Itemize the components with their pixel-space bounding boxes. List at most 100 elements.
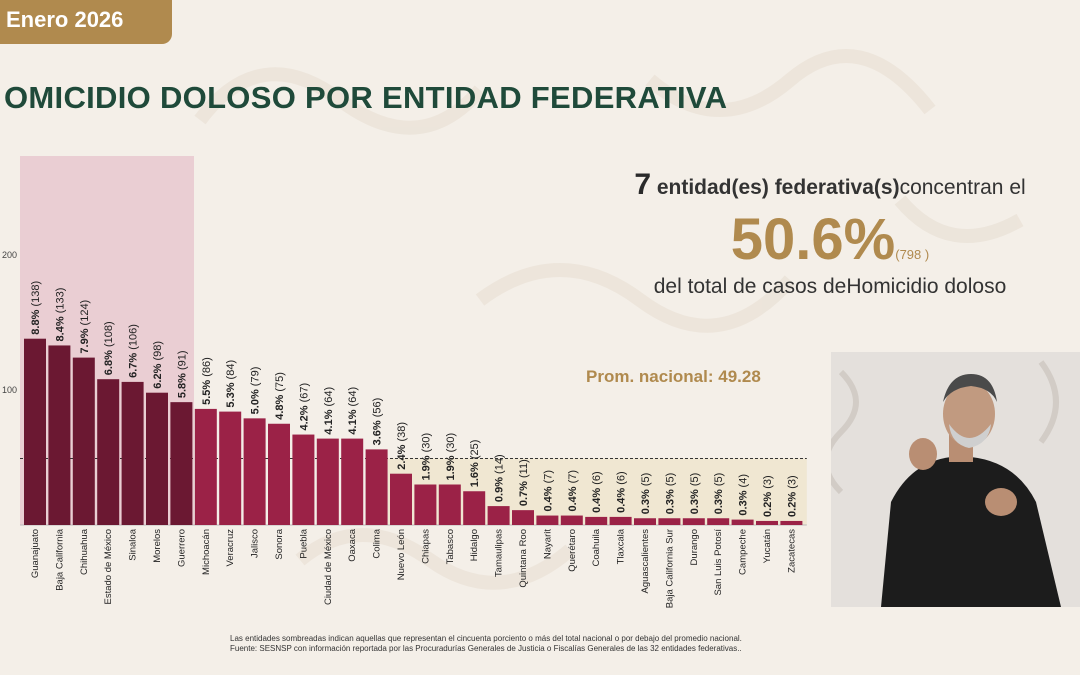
bar: [609, 516, 632, 525]
summary-line-3: del total de casos deHomicidio doloso: [653, 275, 1007, 298]
data-label-count: (67): [298, 383, 310, 403]
data-label: 0.3% (5): [713, 473, 725, 515]
data-label-count: (7): [542, 470, 554, 483]
data-label: 0.4% (6): [616, 471, 628, 513]
summary-cases: (798 ): [895, 247, 930, 262]
data-label-count: (138): [30, 281, 42, 307]
data-label-count: (106): [128, 324, 140, 350]
bar: [292, 434, 315, 525]
category-label: Coahuila: [591, 528, 602, 566]
data-label-count: (98): [152, 341, 164, 361]
bar: [146, 392, 168, 525]
data-label: 0.3% (4): [738, 474, 750, 516]
data-label-count: (30): [445, 433, 457, 453]
bar: [170, 402, 193, 525]
data-label: 1.9% (30): [445, 433, 457, 481]
data-label: 1.6% (25): [469, 440, 481, 488]
data-label-percent: 1.9%: [420, 452, 432, 480]
data-label-count: (4): [738, 474, 750, 487]
data-label: 0.3% (5): [689, 473, 701, 515]
data-label-percent: 5.3%: [225, 379, 237, 407]
sign-language-interpreter: [831, 352, 1080, 607]
bar: [121, 381, 144, 525]
category-label: Guanajuato: [30, 529, 41, 578]
footnote: Las entidades sombreadas indican aquella…: [0, 634, 1080, 654]
data-label-percent: 0.3%: [713, 486, 725, 514]
bar: [707, 518, 730, 525]
data-label: 5.5% (86): [201, 357, 213, 405]
data-label-count: (30): [420, 433, 432, 453]
bar: [414, 484, 437, 525]
bar: [365, 449, 388, 525]
category-label: Puebla: [298, 528, 309, 558]
data-label-percent: 5.0%: [250, 386, 262, 414]
data-label: 0.4% (7): [567, 470, 579, 512]
data-label-count: (108): [103, 321, 115, 347]
bar: [219, 411, 242, 525]
data-label-count: (56): [372, 398, 384, 418]
category-label: Nuevo León: [396, 529, 407, 580]
data-label-count: (14): [494, 454, 506, 474]
data-label-percent: 5.8%: [176, 370, 188, 398]
category-label: Estado de México: [103, 529, 114, 605]
data-label: 6.7% (106): [128, 324, 140, 378]
data-label: 1.9% (30): [420, 433, 432, 481]
category-label: Tabasco: [445, 529, 456, 564]
summary-entities-label: entidad(es) federativa(s): [656, 176, 900, 199]
data-label: 7.9% (124): [79, 300, 91, 354]
data-label-count: (86): [201, 357, 213, 377]
category-label: Baja California: [54, 528, 65, 590]
data-label-count: (5): [689, 473, 701, 486]
footnote-line-1: Las entidades sombreadas indican aquella…: [230, 634, 742, 643]
category-label: Colima: [372, 528, 383, 558]
category-label: Jalisco: [250, 529, 261, 558]
data-label-count: (5): [713, 473, 725, 486]
data-label: 0.4% (6): [591, 471, 603, 513]
data-label-count: (3): [762, 475, 774, 488]
category-label: Hidalgo: [469, 529, 480, 561]
data-label: 5.8% (91): [176, 350, 188, 398]
category-label: Nayarit: [542, 529, 553, 559]
data-label-percent: 0.2%: [786, 489, 798, 517]
category-label: Michoacán: [201, 529, 212, 575]
bar: [24, 338, 46, 525]
category-label: Tlaxcala: [616, 528, 627, 564]
data-label-count: (25): [469, 440, 481, 460]
data-label-count: (64): [347, 387, 359, 407]
data-label-percent: 0.4%: [567, 483, 579, 511]
data-label-count: (6): [591, 471, 603, 484]
category-label: Veracruz: [225, 529, 236, 567]
bar: [487, 506, 510, 525]
data-label-count: (7): [567, 470, 579, 483]
data-label-count: (5): [664, 473, 676, 486]
data-label-count: (79): [250, 367, 262, 387]
data-label-percent: 4.2%: [298, 402, 310, 430]
data-label: 3.6% (56): [372, 398, 384, 446]
data-label: 0.2% (3): [786, 475, 798, 517]
data-label: 0.3% (5): [640, 473, 652, 515]
bar: [72, 357, 95, 525]
data-label: 5.3% (84): [225, 360, 237, 408]
bar: [756, 520, 778, 525]
data-label: 0.4% (7): [542, 470, 554, 512]
data-label-count: (84): [225, 360, 237, 380]
data-label-percent: 6.2%: [152, 361, 164, 389]
footnote-line-2: Fuente: SESNSP con información reportada…: [230, 644, 742, 653]
data-label-percent: 4.1%: [323, 406, 335, 434]
data-label-percent: 0.4%: [616, 485, 628, 513]
bar: [194, 408, 217, 525]
data-label-percent: 6.8%: [103, 347, 115, 375]
data-label-count: (91): [176, 350, 188, 370]
category-label: Morelos: [152, 529, 163, 563]
data-label: 4.1% (64): [323, 387, 335, 435]
category-label: Yucatán: [762, 529, 773, 563]
category-label: Durango: [689, 529, 700, 565]
category-label: Baja California Sur: [664, 529, 675, 608]
data-label-percent: 8.8%: [30, 307, 42, 335]
category-label: Sinaloa: [128, 528, 139, 560]
data-label-percent: 8.4%: [54, 313, 66, 341]
data-label-count: (5): [640, 473, 652, 486]
chart-title: OMICIDIO DOLOSO POR ENTIDAD FEDERATIVA: [4, 80, 728, 115]
data-label-percent: 0.3%: [689, 486, 701, 514]
data-label: 6.8% (108): [103, 321, 115, 375]
